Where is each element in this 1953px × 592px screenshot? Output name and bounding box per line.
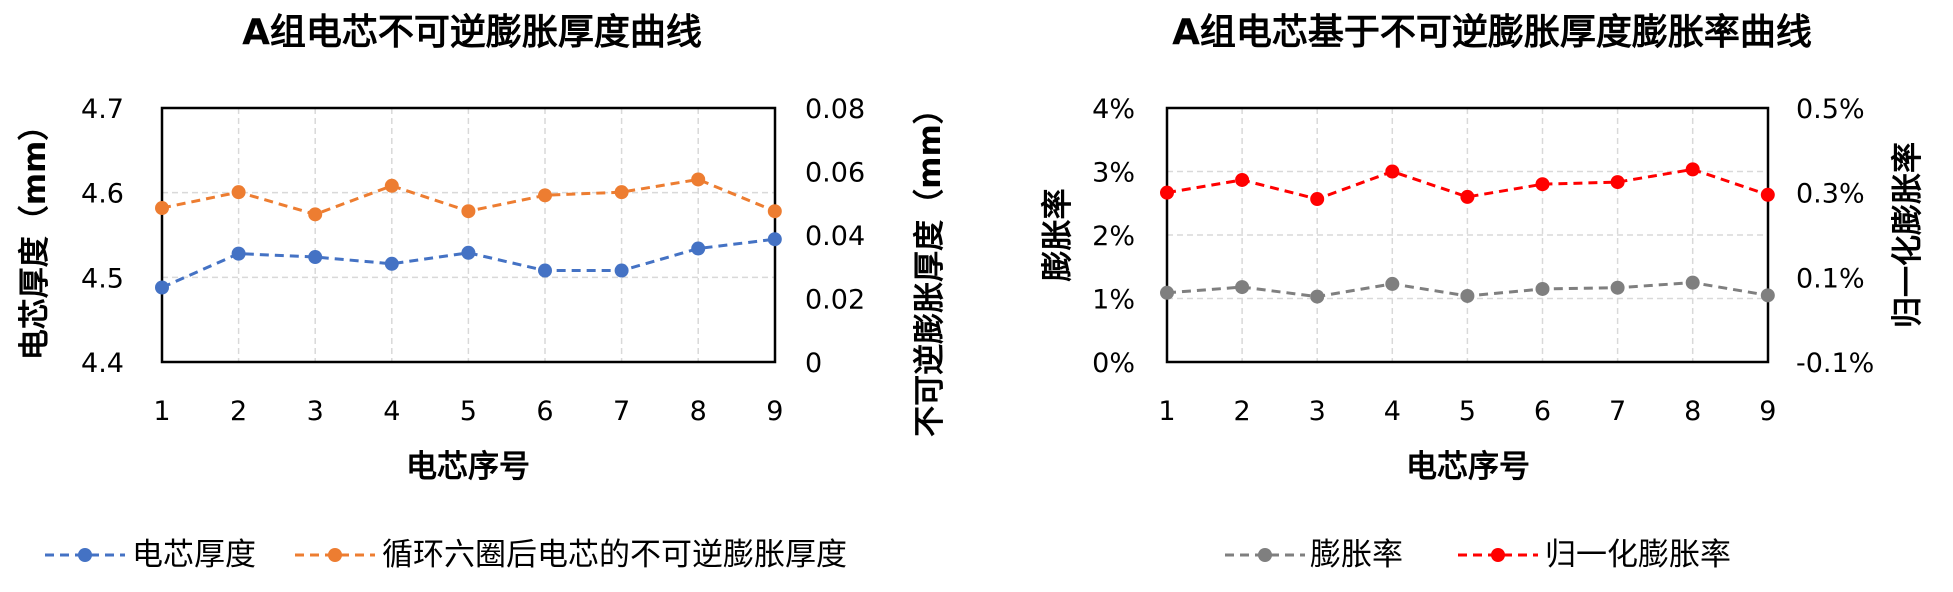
chart1-series-2-point xyxy=(384,178,399,193)
chart2-series-2-point xyxy=(1385,164,1400,179)
chart1-y-tick-label: 4.6 xyxy=(81,179,124,210)
chart2-y2-tick-label: 0.3% xyxy=(1796,179,1865,210)
chart1-series-2-point xyxy=(691,172,706,187)
chart1-series-1-point xyxy=(308,250,323,265)
chart1-y-tick-label: 4.4 xyxy=(81,348,124,379)
chart1-y-tick-label: 4.7 xyxy=(81,94,124,125)
chart2-x-axis-label: 电芯序号 xyxy=(1406,449,1530,485)
chart2-y2-tick-label: 0.1% xyxy=(1796,263,1865,294)
chart2-x-tick-label: 6 xyxy=(1534,396,1551,427)
chart2-y2-tick-label: 0.5% xyxy=(1796,94,1865,125)
chart1-series-2-point xyxy=(614,185,629,200)
chart1-x-tick-label: 6 xyxy=(536,396,553,427)
chart1-legend-label: 电芯厚度 xyxy=(132,537,256,573)
chart2-series-1-point xyxy=(1385,276,1400,291)
chart1-series-1-line xyxy=(161,237,775,289)
chart2-series-1-point xyxy=(1160,285,1174,300)
chart2-series-2-point xyxy=(1610,175,1625,190)
chart1-series-2-point xyxy=(538,188,552,203)
chart1-series-1-point xyxy=(155,280,169,295)
chart1-x-tick-label: 8 xyxy=(690,396,707,427)
chart1-legend-label: 循环六圈后电芯的不可逆膨胀厚度 xyxy=(382,537,847,573)
chart2-x-tick-label: 5 xyxy=(1459,396,1476,427)
chart2-series-2-point xyxy=(1460,189,1475,204)
chart1-series-1-point xyxy=(767,232,782,247)
chart2-legend-label: 膨胀率 xyxy=(1310,537,1403,573)
chart2-x-tick-label: 7 xyxy=(1609,396,1626,427)
chart2-y-axis-label: 膨胀率 xyxy=(1040,189,1076,282)
chart2-legend-label: 归一化膨胀率 xyxy=(1545,537,1731,573)
chart1-title: A组电芯不可逆膨胀厚度曲线 xyxy=(242,12,702,53)
chart2-series-2-point xyxy=(1160,185,1174,200)
chart1-legend-swatch-marker xyxy=(78,548,92,562)
chart1-y2-axis-label: 不可逆膨胀厚度（mm） xyxy=(912,93,948,437)
chart1-x-tick-label: 5 xyxy=(460,396,477,427)
chart2-legend-swatch-marker xyxy=(1491,548,1505,562)
chart2-series-1-point xyxy=(1535,281,1550,296)
chart1-series-1-point xyxy=(614,263,629,278)
chart2-x-tick-label: 1 xyxy=(1158,396,1175,427)
chart2-title: A组电芯基于不可逆膨胀厚度膨胀率曲线 xyxy=(1172,12,1812,53)
chart1-series-2-point xyxy=(461,204,476,219)
chart1-x-axis-label: 电芯序号 xyxy=(406,449,530,485)
chart1-y2-tick-label: 0.02 xyxy=(805,285,865,316)
chart2-y-tick-label: 3% xyxy=(1092,158,1135,189)
chart2-x-tick-label: 2 xyxy=(1234,396,1251,427)
chart2-series-2-point xyxy=(1235,172,1250,187)
chart1-series-2-point xyxy=(767,204,782,219)
chart1-series-2-point xyxy=(231,185,246,200)
chart2-x-tick-label: 8 xyxy=(1684,396,1701,427)
chart2-y-tick-label: 2% xyxy=(1092,221,1135,252)
chart2-x-tick-label: 3 xyxy=(1309,396,1326,427)
chart2-series-2-line xyxy=(1166,167,1769,201)
chart2-series-1-point xyxy=(1610,280,1625,295)
chart2-series-1-point xyxy=(1460,288,1475,303)
chart1-x-tick-label: 3 xyxy=(307,396,324,427)
chart1-y2-tick-label: 0 xyxy=(805,348,822,379)
chart2-x-tick-label: 9 xyxy=(1759,396,1776,427)
chart2-y-tick-label: 1% xyxy=(1092,285,1135,316)
chart1-x-tick-label: 1 xyxy=(153,396,170,427)
chart2-y2-axis-label: 归一化膨胀率 xyxy=(1890,142,1926,328)
chart1-y2-tick-label: 0.08 xyxy=(805,94,865,125)
chart1-series-2-point xyxy=(155,201,169,216)
chart2-series-2-point xyxy=(1535,177,1550,192)
chart2-y-tick-label: 4% xyxy=(1092,94,1135,125)
chart1-x-tick-label: 9 xyxy=(766,396,783,427)
chart2-series-1-point xyxy=(1310,289,1325,304)
chart2-y2-tick-label: -0.1% xyxy=(1796,348,1874,379)
chart1-series-1-point xyxy=(691,241,706,256)
chart1-y2-tick-label: 0.04 xyxy=(805,221,865,252)
chart1-series-1-point xyxy=(231,246,246,261)
chart2-plot-frame xyxy=(1165,106,1770,364)
chart1-x-tick-label: 2 xyxy=(230,396,247,427)
chart2-series-2-point xyxy=(1310,192,1325,207)
chart2-y-tick-label: 0% xyxy=(1092,348,1135,379)
chart1-legend-swatch-marker xyxy=(328,548,342,562)
chart2-legend-swatch-marker xyxy=(1258,548,1272,562)
chart1-y-axis-label: 电芯厚度（mm） xyxy=(17,110,53,361)
chart1-series-1-point xyxy=(384,256,399,271)
chart2-x-tick-label: 4 xyxy=(1384,396,1401,427)
chart2-series-1-point xyxy=(1685,275,1700,290)
chart1-series-1-point xyxy=(538,263,552,278)
chart2-series-2-point xyxy=(1685,162,1700,177)
chart2-series-2-point xyxy=(1760,187,1775,202)
chart1-x-tick-label: 7 xyxy=(613,396,630,427)
chart1-series-1-point xyxy=(461,245,476,260)
chart1-x-tick-label: 4 xyxy=(383,396,400,427)
chart2-series-1-point xyxy=(1760,288,1775,303)
chart1-y2-tick-label: 0.06 xyxy=(805,158,865,189)
chart1-series-2-point xyxy=(308,207,323,222)
chart2-series-1-point xyxy=(1235,280,1250,295)
chart1-y-tick-label: 4.5 xyxy=(81,263,124,294)
